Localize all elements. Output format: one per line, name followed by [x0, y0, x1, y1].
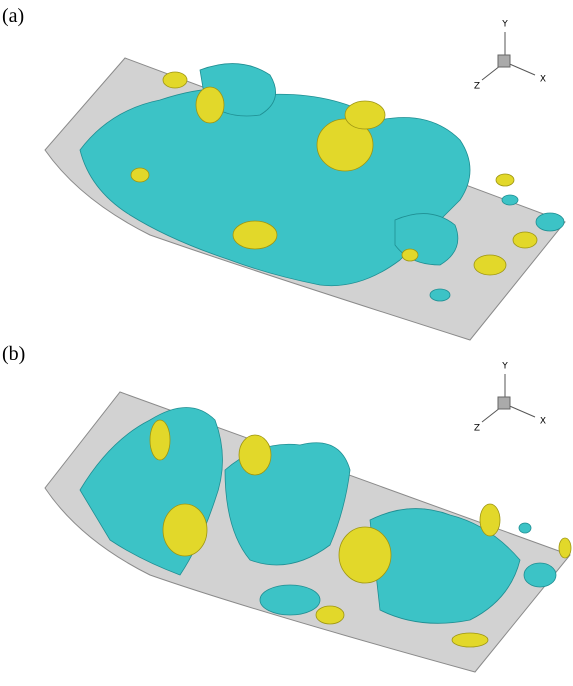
- blob: [316, 118, 374, 172]
- vortex-structures: [79, 407, 572, 648]
- panel-a: (a) Y X Z: [2, 5, 566, 341]
- blob: [238, 434, 272, 476]
- axis-label: Z: [474, 424, 480, 434]
- panel-b: (b) Y X Z: [2, 343, 572, 673]
- blob: [523, 562, 557, 588]
- blob: [369, 508, 521, 624]
- axis-label: Y: [501, 362, 508, 372]
- blob: [473, 254, 507, 276]
- panel-label: (a): [2, 5, 24, 27]
- blob: [162, 71, 188, 89]
- blob: [479, 503, 501, 537]
- blob: [232, 220, 278, 250]
- blob: [162, 503, 208, 557]
- vortex-structures: [79, 63, 565, 302]
- blob: [130, 167, 150, 183]
- blob: [259, 584, 321, 616]
- axis-cube: [497, 396, 511, 410]
- blob: [149, 419, 171, 461]
- blob: [451, 632, 489, 648]
- axis-triad: Y X Z: [474, 20, 546, 92]
- blob: [512, 231, 538, 249]
- axis-label: X: [540, 417, 546, 427]
- panel-label: (b): [2, 343, 25, 365]
- blob: [338, 526, 392, 584]
- axis-cube: [497, 54, 511, 68]
- axis-label: X: [540, 75, 546, 85]
- axis-label: Y: [501, 20, 508, 30]
- blob: [558, 537, 572, 559]
- blob: [344, 100, 386, 130]
- blob: [518, 522, 532, 534]
- blob: [495, 173, 515, 187]
- axis-label: Z: [474, 82, 480, 92]
- blob: [429, 288, 451, 302]
- blob: [195, 86, 225, 124]
- blob: [535, 212, 565, 232]
- axis-triad: Y X Z: [474, 362, 546, 434]
- blob: [315, 605, 345, 625]
- blob: [501, 194, 519, 206]
- blob: [401, 248, 419, 262]
